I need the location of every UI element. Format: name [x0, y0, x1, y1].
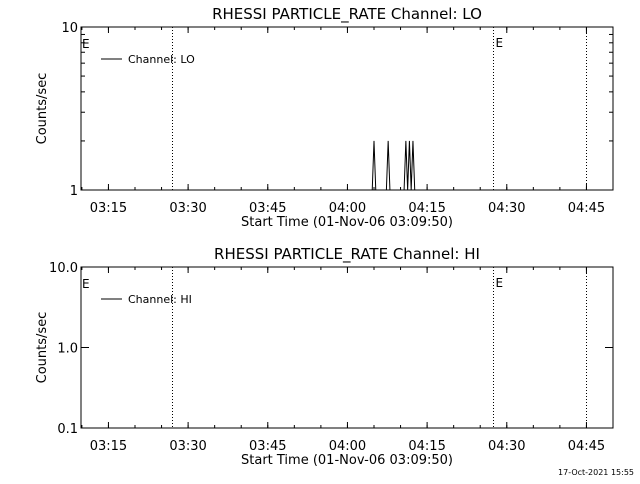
x-tick-label: 04:30 [488, 439, 525, 454]
chart-title: RHESSI PARTICLE_RATE Channel: HI [214, 245, 480, 264]
x-tick-label: 04:15 [408, 201, 445, 216]
x-tick-label: 03:15 [90, 201, 127, 216]
y-tick-label: 1 [70, 184, 78, 199]
start-marker: E [82, 37, 90, 51]
chart-title: RHESSI PARTICLE_RATE Channel: LO [212, 5, 482, 24]
x-tick-label: 04:45 [568, 201, 605, 216]
chart-panel-0 [80, 26, 614, 191]
plot-frame [80, 266, 614, 429]
x-tick-label: 03:30 [169, 201, 206, 216]
x-tick-label: 03:15 [90, 439, 127, 454]
x-tick-label: 03:45 [249, 201, 286, 216]
x-tick-label: 04:15 [408, 439, 445, 454]
y-tick-label: 10 [61, 21, 78, 36]
series-line-0 [81, 140, 613, 191]
x-axis-label: Start Time (01-Nov-06 03:09:50) [241, 453, 453, 468]
chart-panel-1 [80, 266, 614, 429]
x-tick-label: 04:00 [329, 439, 366, 454]
y-tick-label: 0.1 [57, 422, 78, 437]
plot-frame [80, 26, 614, 191]
y-axis-label: Counts/sec [35, 312, 50, 384]
legend-entry: Channel: HI [128, 293, 192, 306]
x-tick-label: 03:30 [169, 439, 206, 454]
x-tick-label: 04:45 [568, 439, 605, 454]
legend-entry: Channel: LO [128, 53, 195, 66]
y-axis-label: Counts/sec [35, 73, 50, 145]
x-tick-label: 04:00 [329, 201, 366, 216]
x-axis-label: Start Time (01-Nov-06 03:09:50) [241, 215, 453, 230]
event-label: E [496, 36, 504, 50]
y-tick-label: 10.0 [49, 261, 78, 276]
x-tick-label: 04:30 [488, 201, 525, 216]
event-label: E [496, 276, 504, 290]
start-marker: E [82, 277, 90, 291]
timestamp: 17-Oct-2021 15:55 [558, 468, 634, 477]
x-tick-label: 03:45 [249, 439, 286, 454]
y-tick-label: 1.0 [57, 342, 78, 357]
